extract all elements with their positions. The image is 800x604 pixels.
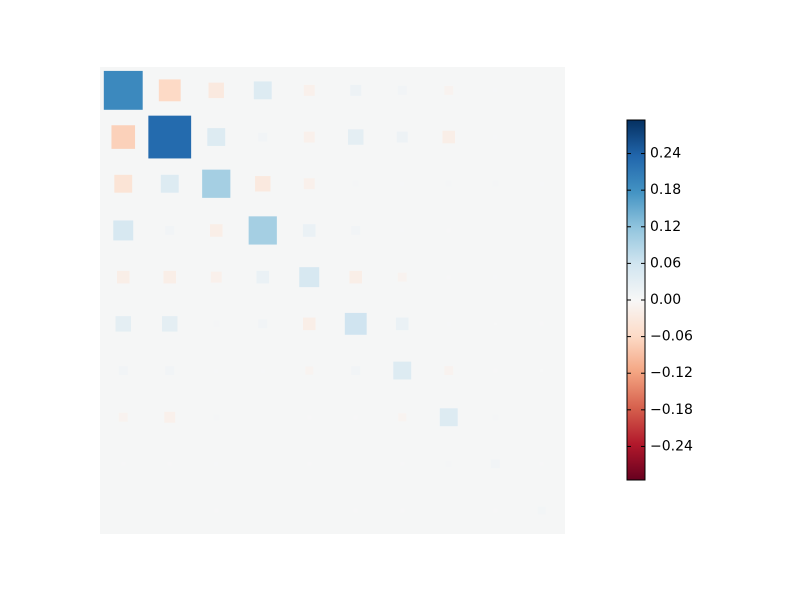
cell-square	[260, 368, 266, 373]
cell-square	[399, 228, 405, 233]
cell-square	[539, 321, 544, 326]
cell-square	[445, 460, 452, 468]
cell-square	[299, 267, 320, 288]
cell-square	[158, 79, 181, 102]
cell-square	[164, 411, 176, 423]
colorbar-tick-label: −0.18	[650, 402, 693, 418]
cell-square	[115, 316, 131, 332]
cell-square	[118, 366, 128, 376]
cell-square	[349, 270, 363, 284]
colorbar-tick-label: 0.00	[650, 292, 681, 308]
cell-square	[148, 115, 192, 159]
cell-square	[445, 180, 452, 187]
cell-square	[302, 317, 316, 331]
cell-square	[348, 129, 364, 145]
cell-square	[167, 461, 172, 466]
cell-square	[400, 461, 405, 466]
cell-square	[537, 506, 546, 515]
cell-square	[202, 169, 231, 198]
cell-square	[103, 70, 143, 110]
cell-square	[163, 270, 177, 284]
cell-square	[208, 82, 224, 99]
cell-square	[255, 176, 271, 192]
cell-square	[209, 224, 223, 237]
cell-square	[258, 319, 268, 329]
cell-square	[165, 225, 175, 235]
cell-square	[121, 461, 126, 466]
colorbar-tick-label: 0.12	[650, 219, 681, 235]
cell-square	[307, 415, 312, 420]
colorbar-tick-label: −0.06	[650, 329, 693, 345]
cell-square	[303, 131, 315, 143]
cell-square	[446, 228, 451, 233]
cell-square	[351, 366, 361, 376]
cell-square	[305, 366, 314, 375]
cell-square	[344, 312, 367, 335]
cell-square	[493, 368, 498, 373]
cell-square	[303, 178, 315, 190]
cell-square	[444, 366, 454, 376]
cell-square	[397, 85, 407, 95]
cell-square	[493, 508, 498, 513]
cell-square	[395, 317, 409, 331]
cell-square	[214, 508, 219, 513]
cell-square	[540, 369, 544, 372]
cell-square	[492, 414, 499, 421]
cell-square	[492, 87, 498, 93]
cell-square	[256, 270, 270, 284]
cell-square	[213, 461, 219, 467]
cell-square	[307, 461, 312, 466]
cell-square	[160, 174, 179, 193]
cell-square	[492, 180, 499, 187]
cell-square	[302, 224, 316, 237]
cell-square	[398, 413, 407, 422]
cell-square	[258, 132, 268, 142]
cell-square	[493, 322, 497, 326]
cell-square	[442, 130, 456, 144]
cell-square	[116, 270, 130, 284]
cell-square	[351, 225, 361, 235]
colorbar-tick-label: −0.24	[650, 438, 693, 454]
cell-square	[210, 271, 222, 283]
cell-square	[165, 366, 175, 376]
cell-square	[213, 368, 219, 373]
cell-square	[114, 174, 133, 193]
cell-square	[353, 508, 358, 513]
cell-square	[213, 414, 220, 421]
cell-square	[248, 216, 277, 245]
cell-square	[539, 181, 545, 187]
cell-square	[399, 181, 405, 187]
cell-square	[118, 412, 128, 422]
cell-square	[444, 85, 454, 95]
cell-square	[396, 131, 408, 143]
cell-square	[490, 459, 500, 469]
cell-square	[253, 81, 272, 100]
cell-square	[213, 320, 220, 328]
cell-square	[352, 180, 359, 187]
cell-square	[397, 272, 407, 282]
cell-square	[353, 415, 358, 420]
cell-square	[113, 220, 134, 241]
cell-square	[400, 508, 405, 513]
cell-square	[439, 408, 458, 427]
colorbar-tick-label: 0.24	[650, 146, 681, 162]
cell-square	[446, 321, 452, 327]
cell-square	[207, 128, 226, 146]
cell-square	[446, 275, 451, 280]
cell-square	[111, 125, 136, 149]
cell-square	[393, 361, 412, 380]
colorbar-tick-label: −0.12	[650, 365, 693, 381]
cell-square	[303, 84, 315, 96]
colorbar-tick-label: 0.06	[650, 255, 681, 271]
cell-square	[492, 134, 498, 140]
cell-square	[162, 316, 178, 332]
cell-square	[492, 274, 498, 280]
cell-square	[539, 461, 544, 466]
cell-square	[350, 84, 362, 96]
colorbar-tick-label: 0.18	[650, 182, 681, 198]
